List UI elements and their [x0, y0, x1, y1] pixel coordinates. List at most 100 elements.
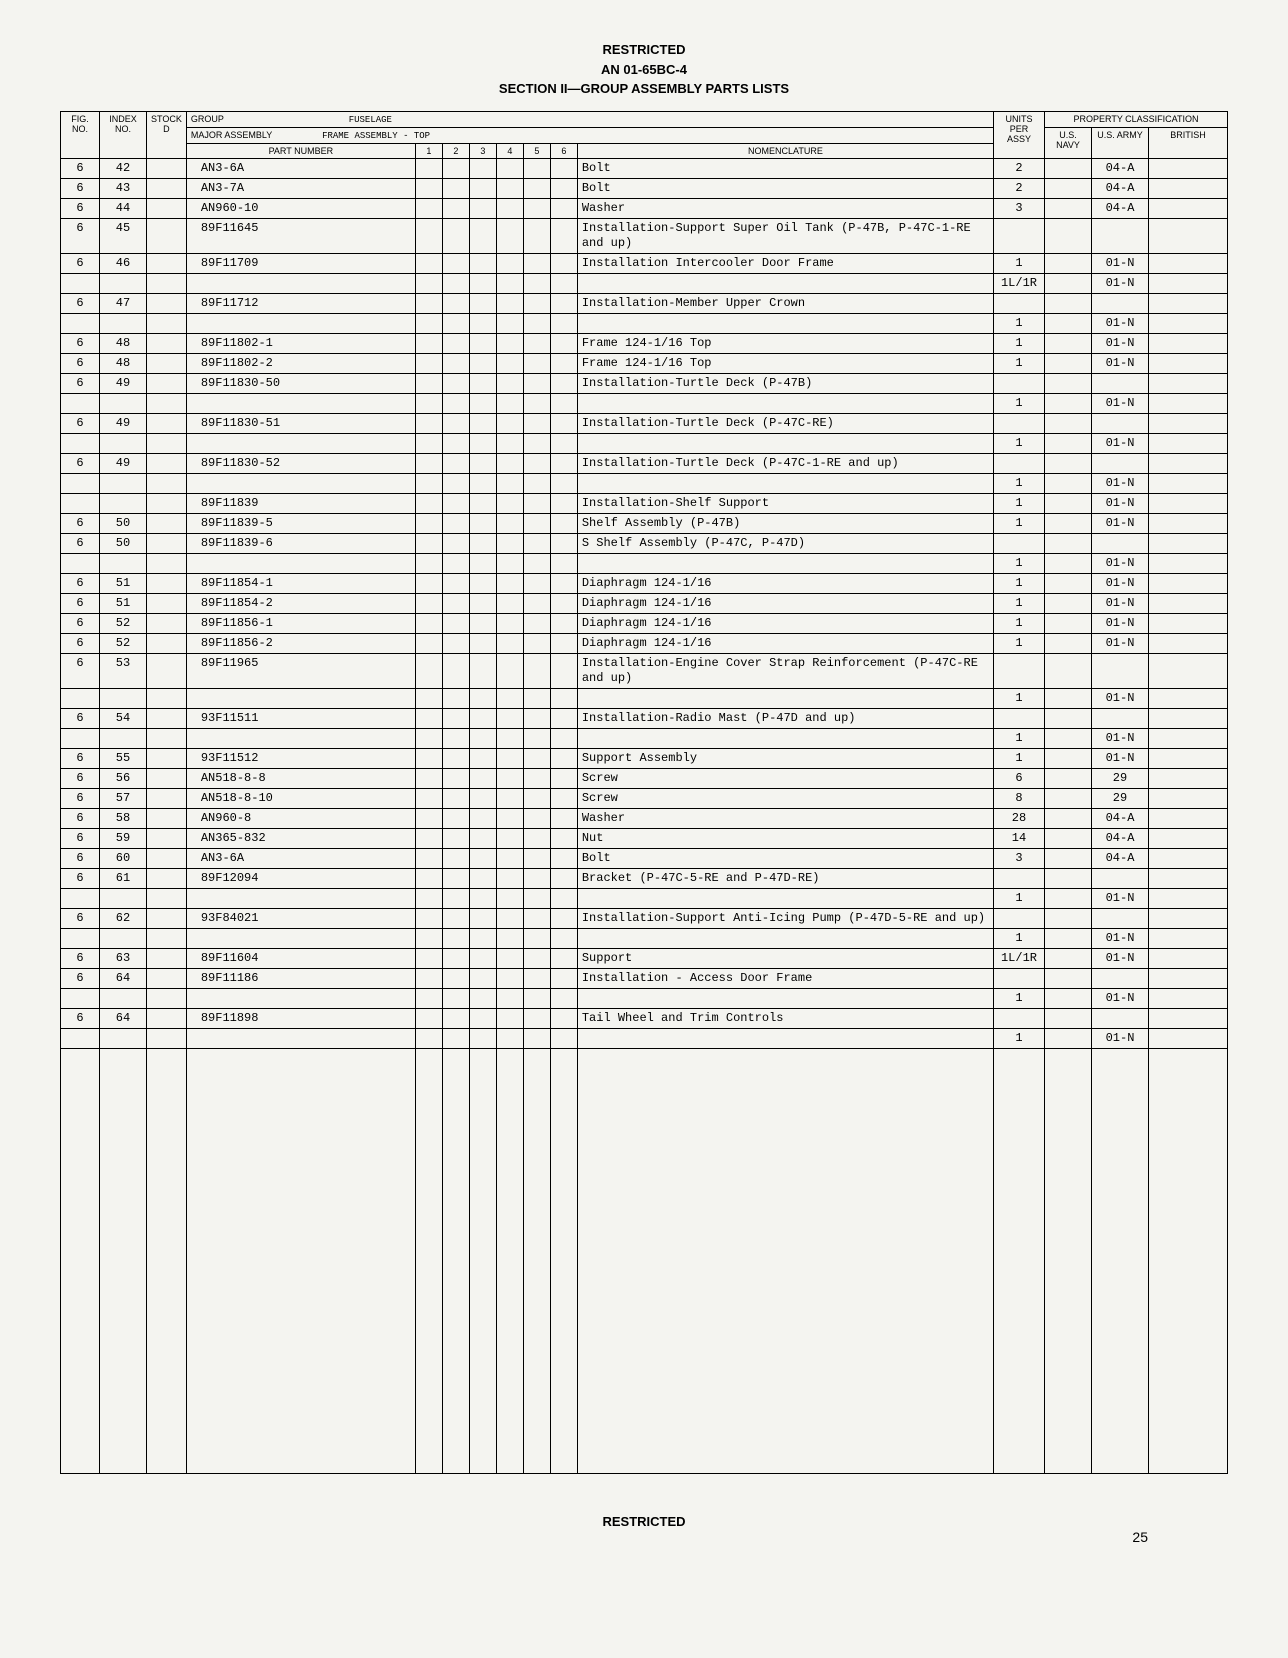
cell-c5 [523, 198, 550, 218]
cell-c6 [550, 593, 577, 613]
cell-fig: 6 [61, 788, 100, 808]
cell-c1 [415, 988, 442, 1008]
cell-british [1149, 908, 1228, 928]
cell-fig [61, 493, 100, 513]
cell-army: 01-N [1092, 573, 1149, 593]
cell-part-number: 89F11709 [186, 253, 415, 273]
cell-navy [1045, 453, 1092, 473]
col-3: 3 [469, 143, 496, 158]
cell-navy [1045, 573, 1092, 593]
cell-c3 [469, 533, 496, 553]
table-row: 64789F11712Installation-Member Upper Cro… [61, 293, 1228, 313]
cell-c1 [415, 373, 442, 393]
cell-c4 [496, 433, 523, 453]
cell-army [1092, 708, 1149, 728]
cell-stock [147, 748, 187, 768]
cell-c4 [496, 613, 523, 633]
cell-c1 [415, 353, 442, 373]
cell-c2 [442, 1008, 469, 1028]
spacer-cell [469, 1048, 496, 1473]
cell-fig: 6 [61, 293, 100, 313]
cell-fig: 6 [61, 593, 100, 613]
cell-nomenclature: Installation-Member Upper Crown [577, 293, 993, 313]
cell-c4 [496, 1008, 523, 1028]
header-line-3: SECTION II—GROUP ASSEMBLY PARTS LISTS [60, 79, 1228, 99]
cell-c1 [415, 453, 442, 473]
cell-c1 [415, 868, 442, 888]
cell-c3 [469, 273, 496, 293]
col-5: 5 [523, 143, 550, 158]
cell-army: 04-A [1092, 158, 1149, 178]
cell-index [100, 493, 147, 513]
cell-index [100, 888, 147, 908]
cell-c1 [415, 928, 442, 948]
cell-units [994, 373, 1045, 393]
cell-index: 48 [100, 353, 147, 373]
cell-part-number: 89F11712 [186, 293, 415, 313]
footer-restricted: RESTRICTED [60, 1514, 1228, 1529]
cell-c2 [442, 688, 469, 708]
cell-nomenclature [577, 888, 993, 908]
cell-navy [1045, 928, 1092, 948]
cell-c5 [523, 273, 550, 293]
cell-c5 [523, 908, 550, 928]
table-row: 644AN960-10Washer304-A [61, 198, 1228, 218]
cell-c3 [469, 728, 496, 748]
cell-navy [1045, 273, 1092, 293]
cell-index [100, 688, 147, 708]
cell-c3 [469, 293, 496, 313]
cell-c4 [496, 473, 523, 493]
cell-c6 [550, 453, 577, 473]
cell-navy [1045, 178, 1092, 198]
cell-nomenclature: Installation-Support Super Oil Tank (P-4… [577, 218, 993, 253]
cell-index: 60 [100, 848, 147, 868]
cell-nomenclature: Diaphragm 124-1/16 [577, 573, 993, 593]
table-row: 64989F11830-51Installation-Turtle Deck (… [61, 413, 1228, 433]
cell-c4 [496, 948, 523, 968]
cell-c6 [550, 653, 577, 688]
cell-c4 [496, 828, 523, 848]
cell-fig: 6 [61, 948, 100, 968]
cell-c6 [550, 433, 577, 453]
cell-units: 1 [994, 473, 1045, 493]
cell-army: 01-N [1092, 473, 1149, 493]
cell-fig: 6 [61, 1008, 100, 1028]
cell-stock [147, 728, 187, 748]
cell-c3 [469, 393, 496, 413]
table-row: 101-N [61, 553, 1228, 573]
cell-c4 [496, 708, 523, 728]
cell-stock [147, 888, 187, 908]
cell-c4 [496, 413, 523, 433]
cell-c2 [442, 868, 469, 888]
cell-nomenclature: Installation-Engine Cover Strap Reinforc… [577, 653, 993, 688]
cell-british [1149, 453, 1228, 473]
cell-nomenclature [577, 273, 993, 293]
cell-units: 2 [994, 178, 1045, 198]
cell-c4 [496, 768, 523, 788]
cell-british [1149, 868, 1228, 888]
cell-fig [61, 1028, 100, 1048]
cell-units [994, 908, 1045, 928]
cell-navy [1045, 768, 1092, 788]
cell-part-number: 89F11802-2 [186, 353, 415, 373]
cell-c2 [442, 828, 469, 848]
cell-c1 [415, 748, 442, 768]
cell-c2 [442, 848, 469, 868]
cell-fig [61, 393, 100, 413]
cell-fig: 6 [61, 373, 100, 393]
cell-index: 58 [100, 808, 147, 828]
cell-c6 [550, 868, 577, 888]
cell-c6 [550, 413, 577, 433]
cell-nomenclature [577, 688, 993, 708]
cell-navy [1045, 728, 1092, 748]
cell-units [994, 868, 1045, 888]
cell-army: 01-N [1092, 728, 1149, 748]
cell-army: 01-N [1092, 593, 1149, 613]
cell-units: 1 [994, 353, 1045, 373]
cell-part-number: 93F11512 [186, 748, 415, 768]
cell-units [994, 1008, 1045, 1028]
cell-c2 [442, 393, 469, 413]
cell-c2 [442, 373, 469, 393]
cell-part-number: 89F11839-6 [186, 533, 415, 553]
cell-c2 [442, 968, 469, 988]
